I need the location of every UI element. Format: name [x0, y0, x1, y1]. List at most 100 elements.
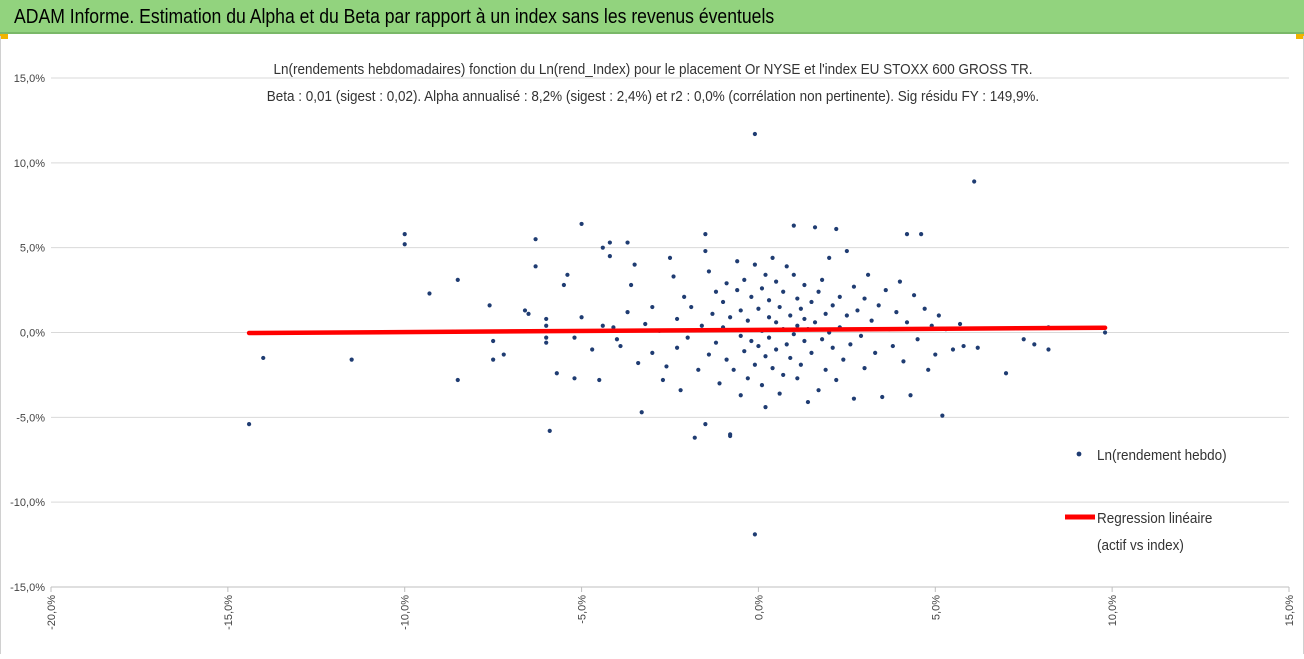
data-point: [926, 367, 931, 372]
legend-label-points: Ln(rendement hebdo): [1097, 447, 1227, 464]
corner-accent-left: [0, 34, 8, 39]
data-point: [607, 254, 612, 259]
data-point: [922, 306, 927, 311]
scatter-chart: Ln(rendements hebdomadaires) fonction du…: [10, 61, 1296, 630]
y-tick-label: 5,0%: [20, 243, 45, 255]
chart-title: Ln(rendements hebdomadaires) fonction du…: [274, 61, 1033, 78]
data-point: [827, 255, 832, 260]
data-point: [777, 304, 782, 310]
data-point: [894, 310, 899, 315]
data-point: [830, 345, 835, 350]
data-point: [766, 298, 772, 303]
data-point: [491, 338, 496, 344]
data-point: [756, 343, 761, 349]
data-point: [805, 399, 811, 405]
data-point: [830, 303, 835, 308]
data-point: [844, 313, 849, 318]
data-point: [565, 272, 570, 277]
y-tick-label: -10,0%: [10, 497, 45, 509]
data-point: [770, 255, 775, 260]
data-point: [873, 350, 878, 355]
chart-subtitle: Beta : 0,01 (sigest : 0,02). Alpha annua…: [267, 88, 1039, 105]
data-point: [795, 376, 800, 381]
legend-label-regression: Regression linéaire: [1097, 510, 1212, 527]
data-point: [957, 321, 963, 327]
data-point: [1032, 342, 1037, 347]
data-point: [1003, 371, 1009, 376]
data-point: [745, 376, 750, 381]
data-point: [851, 396, 857, 401]
data-point: [798, 306, 803, 311]
data-point: [812, 225, 818, 230]
data-point: [745, 318, 750, 323]
axis-layer: 15,0%10,0%5,0%0,0%-5,0%-10,0%-15,0%-20,0…: [10, 73, 1296, 630]
data-point: [625, 310, 630, 315]
data-point: [904, 231, 910, 237]
data-point: [710, 311, 715, 316]
data-point: [897, 279, 903, 284]
data-point: [671, 274, 676, 279]
y-tick-label: -5,0%: [16, 412, 45, 424]
data-point: [572, 335, 577, 340]
data-point: [660, 377, 666, 383]
data-point: [890, 343, 895, 349]
data-point: [798, 362, 803, 367]
data-point: [664, 364, 669, 369]
data-point: [487, 303, 492, 308]
data-point: [561, 282, 566, 288]
y-tick-label: 15,0%: [14, 73, 45, 85]
data-point: [961, 343, 966, 349]
data-point: [728, 433, 733, 439]
data-point: [706, 269, 712, 274]
data-point: [940, 413, 945, 418]
data-point: [674, 316, 680, 322]
x-tick-label: 5,0%: [930, 595, 942, 620]
data-point: [862, 366, 867, 371]
data-point: [554, 371, 559, 376]
data-point: [491, 357, 496, 362]
x-tick-label: -10,0%: [400, 595, 412, 630]
data-point: [590, 347, 595, 352]
data-point: [784, 342, 789, 347]
data-point: [544, 316, 549, 322]
x-tick-label: 15,0%: [1284, 595, 1296, 626]
data-point: [834, 226, 839, 232]
data-point: [774, 347, 779, 352]
data-point: [597, 377, 602, 383]
data-point: [834, 377, 839, 383]
data-point: [802, 338, 807, 344]
data-point: [544, 340, 549, 345]
data-point: [802, 282, 807, 288]
data-point: [763, 272, 768, 277]
data-point: [728, 315, 733, 320]
data-point: [692, 435, 697, 440]
y-tick-label: -15,0%: [10, 582, 45, 594]
y-tick-label: 0,0%: [20, 328, 45, 340]
data-point: [455, 377, 460, 383]
data-point: [802, 316, 807, 322]
data-point: [703, 422, 708, 427]
data-point: [699, 323, 704, 328]
data-point: [650, 350, 655, 355]
data-point: [547, 428, 552, 434]
data-point: [742, 277, 747, 283]
data-point: [738, 393, 743, 398]
data-point: [950, 347, 956, 352]
data-point: [752, 532, 757, 537]
data-point: [579, 315, 584, 320]
data-point: [639, 410, 644, 415]
data-point: [915, 337, 920, 342]
data-point: [246, 422, 252, 427]
data-point: [600, 245, 605, 250]
data-point: [759, 382, 765, 388]
data-point: [544, 323, 549, 328]
data-point: [349, 357, 354, 362]
data-point: [1046, 347, 1051, 352]
data-point: [696, 367, 701, 372]
data-point: [759, 286, 765, 291]
page-title: ADAM Informe. Estimation du Alpha et du …: [14, 6, 775, 28]
data-point: [788, 313, 793, 318]
data-point: [975, 345, 980, 350]
data-point: [749, 294, 754, 299]
data-point: [533, 264, 538, 269]
